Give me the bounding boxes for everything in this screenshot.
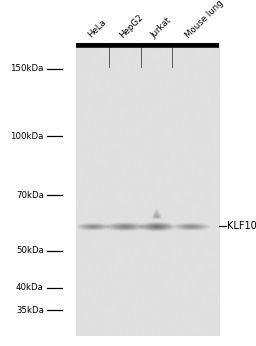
Text: Mouse lung: Mouse lung [184,0,225,40]
Text: 150kDa: 150kDa [10,64,44,73]
Text: HeLa: HeLa [86,18,108,40]
Text: KLF10: KLF10 [227,221,256,231]
Text: 70kDa: 70kDa [16,191,44,200]
Text: 100kDa: 100kDa [10,131,44,140]
Text: 50kDa: 50kDa [16,246,44,255]
Text: 35kDa: 35kDa [16,306,44,315]
Text: HepG2: HepG2 [118,12,145,40]
Text: Jurkat: Jurkat [150,16,174,40]
Text: 40kDa: 40kDa [16,283,44,292]
